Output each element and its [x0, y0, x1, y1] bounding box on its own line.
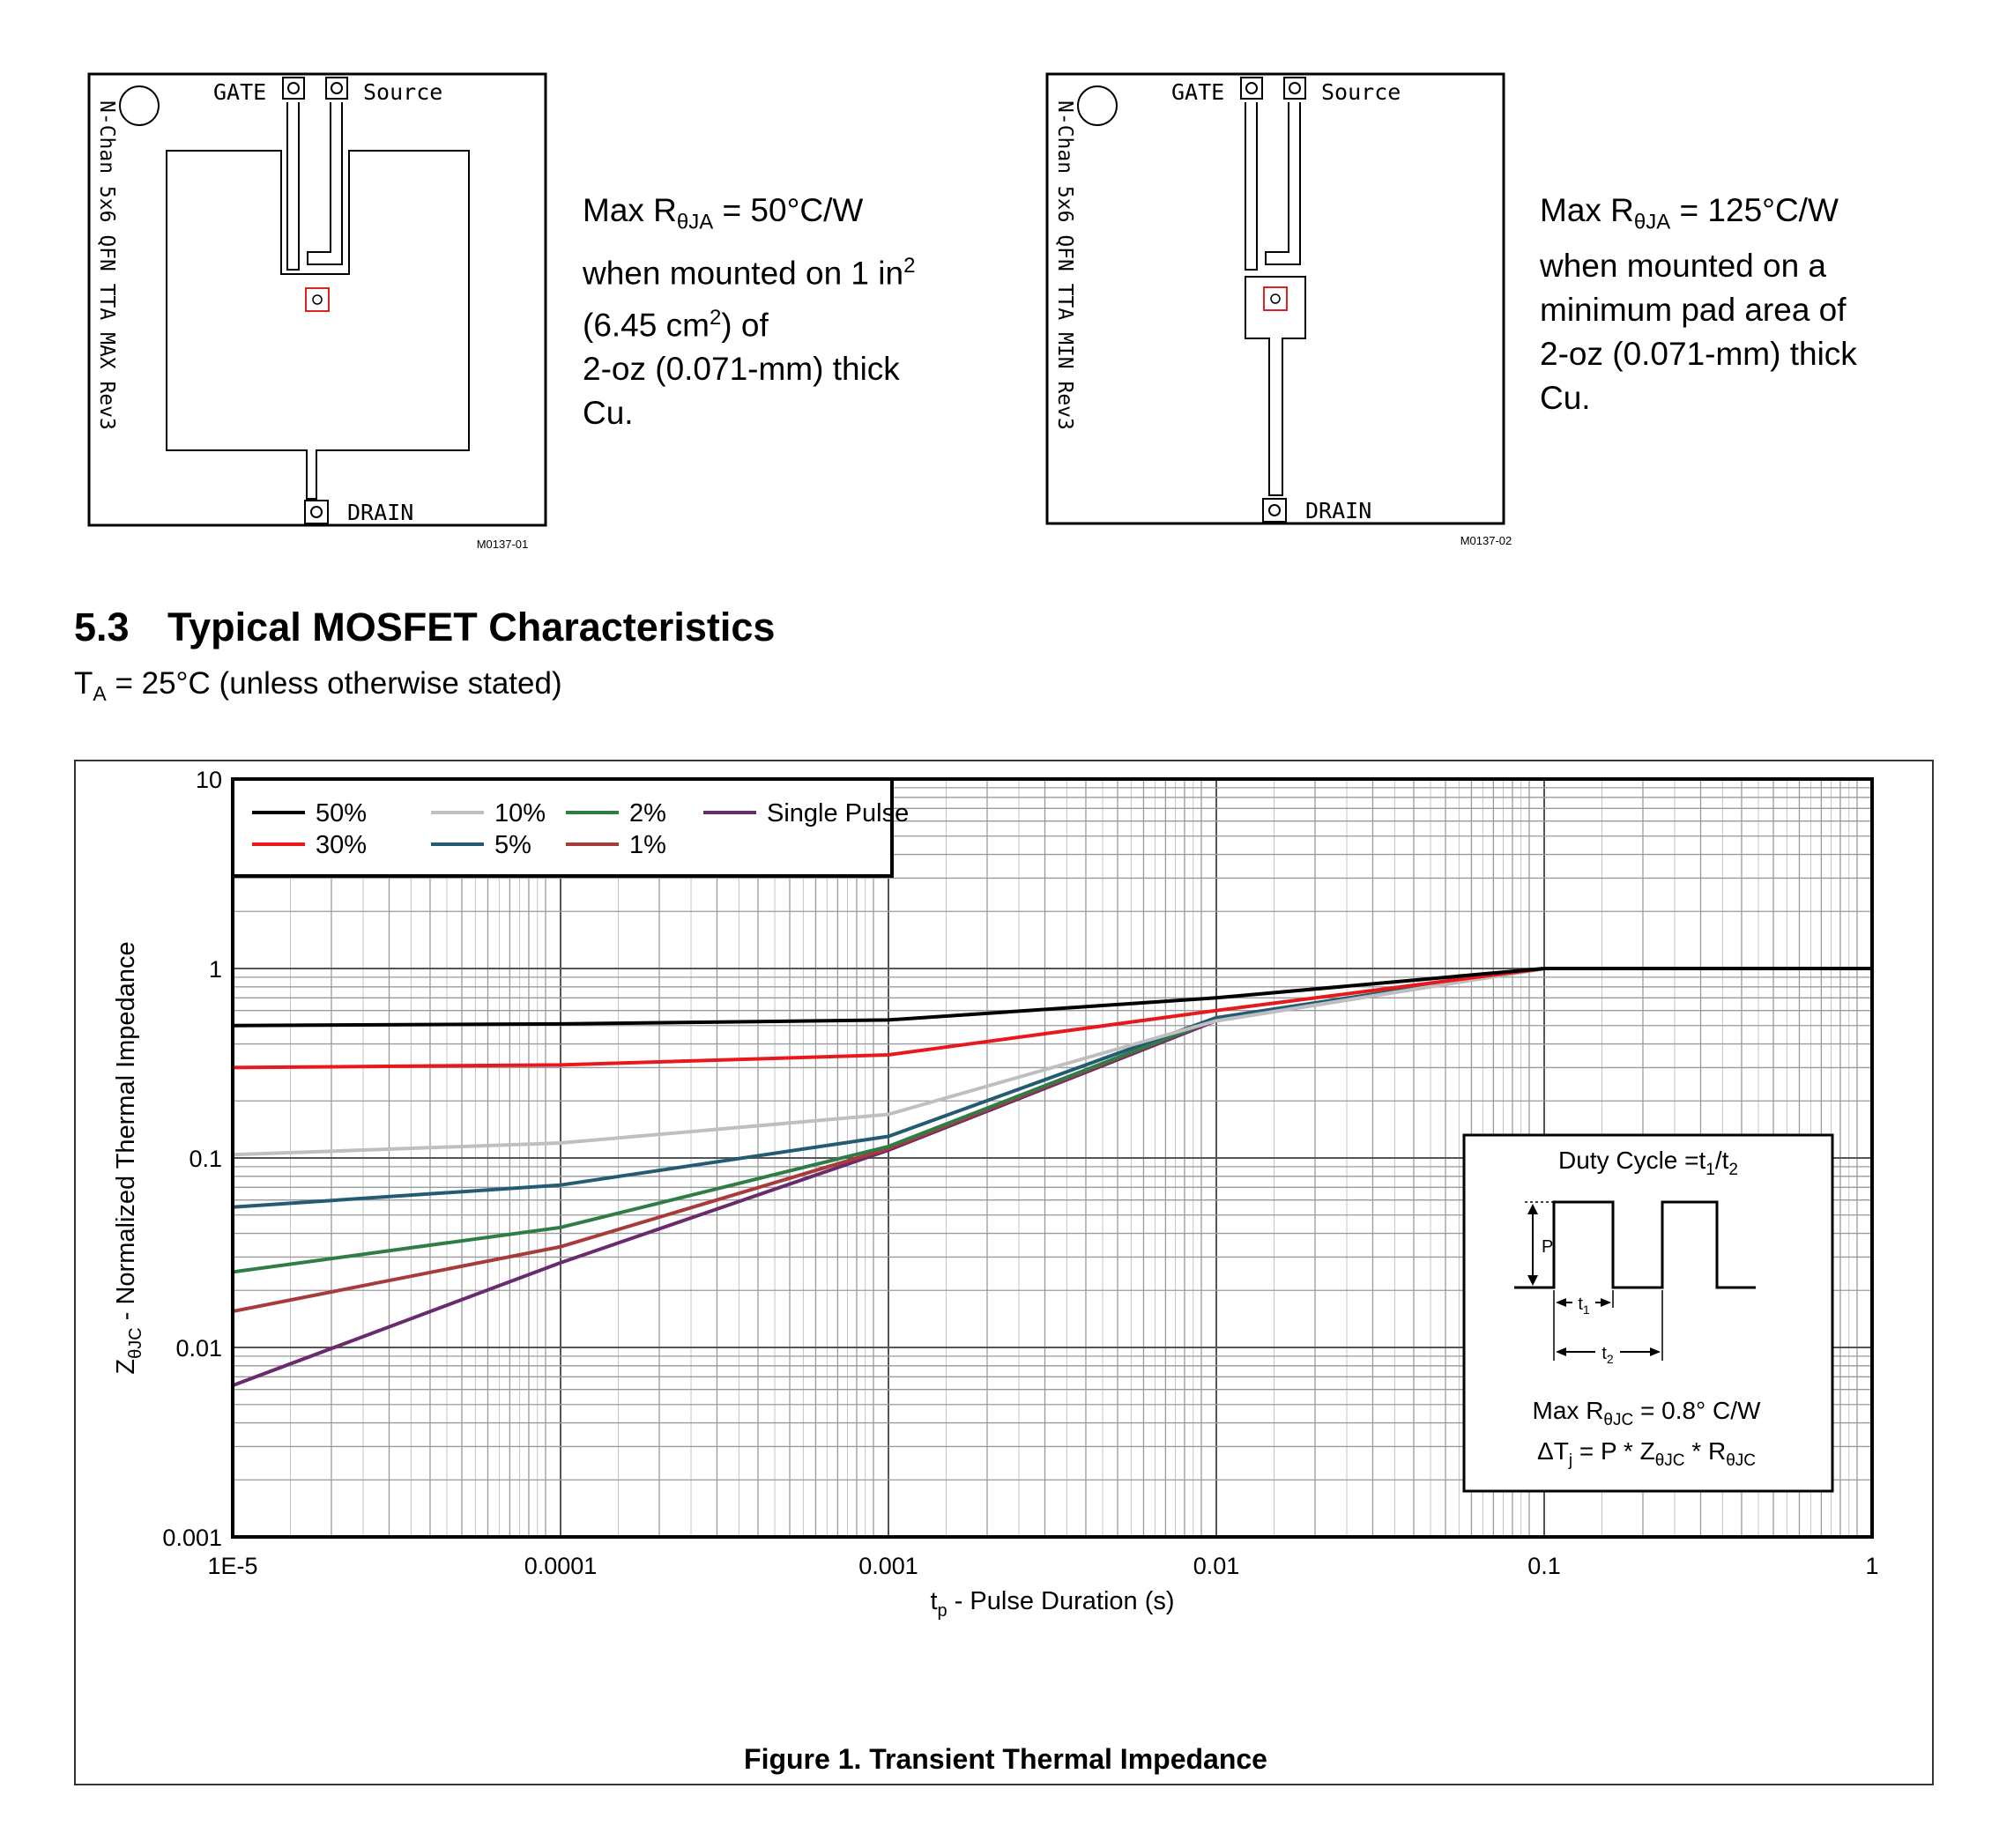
note-line-2: when mounted on a	[1540, 248, 1827, 285]
section-condition: TA = 25°C (unless otherwise stated)	[74, 666, 562, 705]
pcb-layout-min: GATE Source DRAIN N-Chan 5x6 QFN TTA MIN…	[1045, 72, 1512, 547]
section-title: 5.3 Typical MOSFET Characteristics	[74, 605, 775, 650]
x-axis-label: tp - Pulse Duration (s)	[930, 1587, 1174, 1621]
thermal-impedance-chart: 1E-5 0.0001 0.001 0.01 0.1 1 0.001 0.01 0.1 1 10 t…	[112, 767, 1879, 1621]
note-max: Max RθJA = 50°C/W when mounted on 1 in2 …	[583, 189, 915, 435]
note-line-3: (6.45 cm2) of	[583, 305, 769, 344]
legend-label: Single Pulse	[767, 799, 909, 828]
figure-frame: 1E-5 0.0001 0.001 0.01 0.1 1 0.001 0.01 0.1 1 10 t…	[74, 760, 1934, 1785]
section-number: 5.3	[74, 605, 130, 649]
series-line-50-	[232, 967, 1872, 1028]
x-tick-label: 0.1	[1527, 1553, 1561, 1579]
y-tick-label: 0.01	[175, 1335, 222, 1362]
x-tick-label: 1	[1865, 1553, 1878, 1579]
series-line-10-	[232, 967, 1872, 1157]
plot-frame	[231, 777, 1874, 1539]
legend-label: 10%	[494, 799, 546, 828]
pulse-p-label: P	[1542, 1237, 1553, 1257]
legend-label: 50%	[316, 799, 367, 828]
section-title-text: Typical MOSFET Characteristics	[167, 605, 776, 649]
series-line-30-	[232, 967, 1872, 1070]
x-tick-label: 0.01	[1193, 1553, 1240, 1579]
y-tick-label: 1	[209, 956, 222, 983]
source-label: Source	[363, 79, 442, 105]
y-tick-label: 0.1	[189, 1146, 222, 1172]
gate-label: GATE	[213, 79, 266, 105]
pcb-layout-max: GATE Source DRAIN N-Chan 5x6 QFN TTA MAX…	[87, 72, 547, 551]
chart-series	[232, 967, 1872, 1387]
chart-legend: 50% 10% 2% Single Pulse 30% 5% 1%	[231, 777, 909, 878]
side-label: N-Chan 5x6 QFN TTA MAX Rev3	[95, 100, 118, 430]
note-line-4: 2-oz (0.071-mm) thick	[1540, 336, 1857, 373]
pulse-waveform	[1514, 1200, 1756, 1289]
legend-label: 30%	[316, 831, 367, 859]
inset-rthjc: Max RθJC = 0.8° C/W	[1533, 1397, 1762, 1429]
legend-label: 2%	[629, 799, 666, 828]
y-tick-label: 10	[196, 767, 222, 793]
drain-label: DRAIN	[1305, 498, 1371, 523]
y-tick-label: 0.001	[162, 1525, 222, 1551]
mount-hole	[1077, 85, 1118, 126]
note-line-5: Cu.	[583, 395, 634, 432]
inset-formula: ΔTj = P * ZθJC * RθJC	[1537, 1437, 1756, 1470]
source-label: Source	[1321, 79, 1401, 105]
note-line-1: Max RθJA = 125°C/W	[1540, 192, 1839, 234]
note-line-3: minimum pad area of	[1540, 292, 1847, 329]
legend-label: 5%	[494, 831, 531, 859]
note-line-2: when mounted on 1 in2	[583, 254, 916, 292]
side-label: N-Chan 5x6 QFN TTA MIN Rev3	[1053, 100, 1076, 430]
x-tick-label: 1E-5	[207, 1553, 257, 1579]
y-axis-label: ZθJC - Normalized Thermal Impedance	[112, 941, 145, 1374]
x-tick-label: 0.0001	[524, 1553, 598, 1579]
figure-caption: Figure 1. Transient Thermal Impedance	[744, 1743, 1267, 1775]
chart-ticks: 1E-5 0.0001 0.001 0.01 0.1 1 0.001 0.01 0.1 1 10	[162, 767, 1878, 1579]
duty-cycle-inset: Duty Cycle =t1/t2 P t1 t2 Max RθJC = 0.8…	[1462, 1133, 1834, 1493]
drain-label: DRAIN	[347, 500, 413, 525]
legend-box	[231, 777, 894, 878]
gate-label: GATE	[1171, 79, 1224, 105]
figure-id: M0137-01	[477, 538, 529, 551]
note-min: Max RθJA = 125°C/W when mounted on a min…	[1540, 189, 1857, 420]
figure-id: M0137-02	[1460, 534, 1512, 547]
note-line-1: Max RθJA = 50°C/W	[583, 192, 864, 234]
note-line-4: 2-oz (0.071-mm) thick	[583, 351, 900, 388]
note-line-5: Cu.	[1540, 380, 1591, 417]
mount-hole	[119, 85, 160, 126]
legend-label: 1%	[629, 831, 666, 859]
x-tick-label: 0.001	[858, 1553, 918, 1579]
